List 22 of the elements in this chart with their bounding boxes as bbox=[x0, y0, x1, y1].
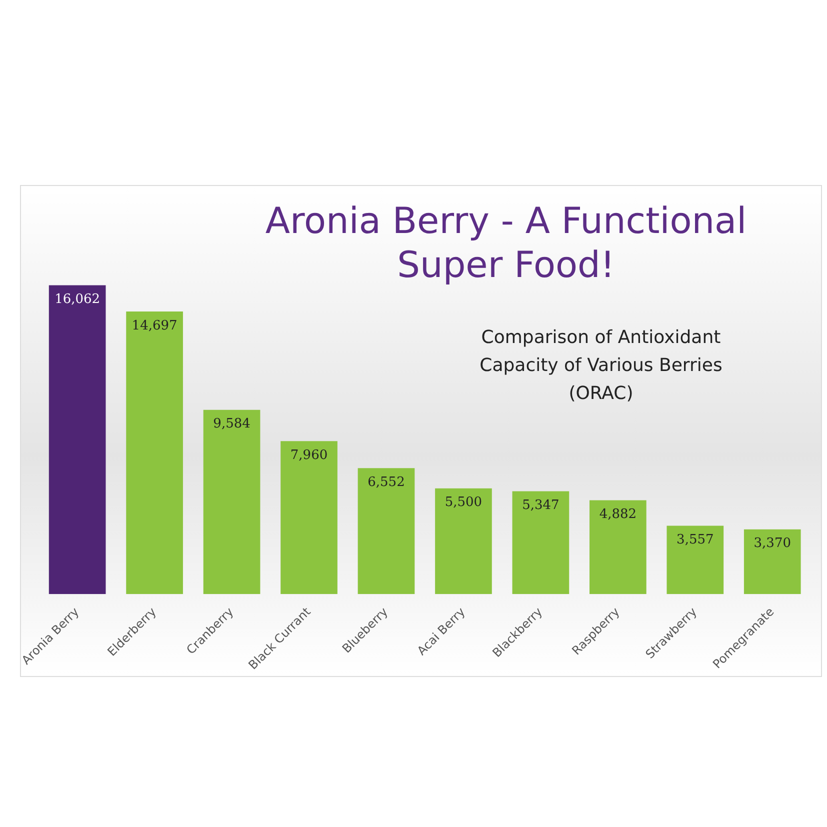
data-label: 6,552 bbox=[368, 475, 405, 490]
text: Comparison of Antioxidant Capacity of Various Berries (ORAC) bbox=[478, 326, 724, 406]
bar bbox=[280, 441, 338, 594]
bar bbox=[358, 468, 415, 594]
bar bbox=[203, 410, 260, 594]
data-label: 16,062 bbox=[54, 292, 100, 308]
data-label: 9,584 bbox=[213, 416, 250, 432]
data-label: 7,960 bbox=[290, 448, 328, 463]
bar bbox=[590, 500, 646, 594]
data-label: 3,557 bbox=[676, 532, 714, 548]
bar bbox=[126, 312, 183, 594]
bar bbox=[512, 491, 570, 594]
data-label: 5,347 bbox=[522, 498, 560, 514]
data-label: 5,500 bbox=[444, 495, 482, 510]
bar bbox=[666, 526, 724, 594]
data-label: 3,370 bbox=[754, 536, 791, 552]
bar bbox=[48, 285, 106, 594]
data-label: 4,882 bbox=[599, 507, 637, 522]
bar bbox=[744, 529, 801, 594]
chart-title: Aronia Berry - A Functional Super Food! bbox=[264, 200, 748, 288]
data-label: 14,697 bbox=[132, 318, 178, 334]
bar bbox=[435, 488, 492, 594]
